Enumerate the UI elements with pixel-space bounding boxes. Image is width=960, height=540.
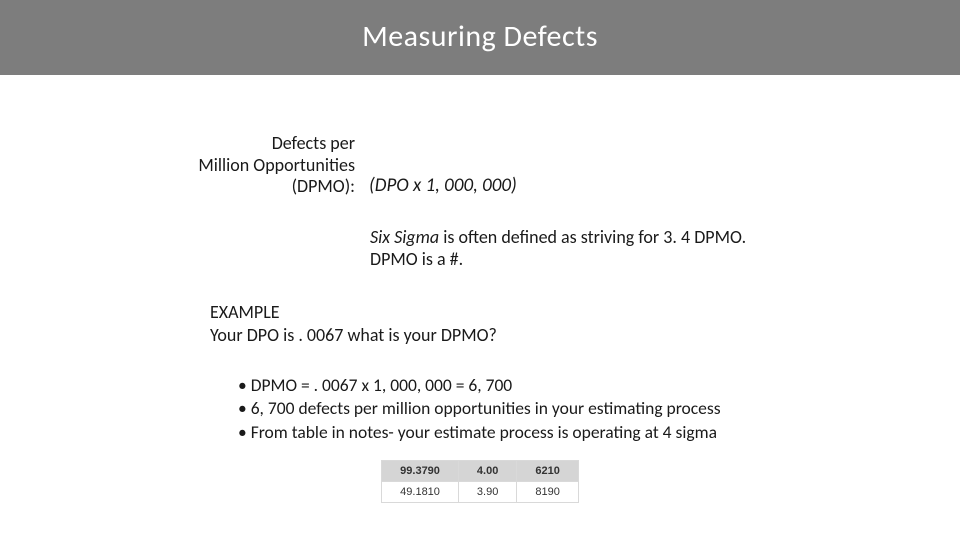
table-cell: 3.90	[458, 482, 516, 503]
example-block: EXAMPLE Your DPO is . 0067 what is your …	[210, 301, 960, 348]
table-row: 99.3790 4.00 6210	[382, 461, 579, 482]
table-cell: 8190	[517, 482, 578, 503]
desc-line2: DPMO is a #.	[370, 248, 870, 271]
definition-label: Defects per Million Opportunities (DPMO)…	[175, 133, 355, 198]
table-row: 49.1810 3.90 8190	[382, 482, 579, 503]
bullet-list: DPMO = . 0067 x 1, 000, 000 = 6, 700 6, …	[238, 374, 960, 445]
sigma-table-wrap: 99.3790 4.00 6210 49.1810 3.90 8190	[0, 444, 960, 503]
title-bar: Measuring Defects	[0, 0, 960, 75]
desc-line1: Six Sigma is often defined as striving f…	[370, 226, 870, 249]
example-question: Your DPO is . 0067 what is your DPMO?	[210, 324, 960, 347]
description-block: Six Sigma is often defined as striving f…	[370, 226, 870, 271]
sigma-table: 99.3790 4.00 6210 49.1810 3.90 8190	[381, 460, 579, 503]
def-label-line1: Defects per	[272, 132, 355, 154]
definition-row: Defects per Million Opportunities (DPMO)…	[175, 133, 960, 198]
desc-emph: Six Sigma	[370, 226, 439, 248]
desc-rest: is often defined as striving for 3. 4 DP…	[439, 226, 746, 248]
content-area: Defects per Million Opportunities (DPMO)…	[0, 75, 960, 503]
list-item: 6, 700 defects per million opportunities…	[238, 397, 960, 421]
definition-formula: (DPO x 1, 000, 000)	[369, 174, 517, 198]
list-item: DPMO = . 0067 x 1, 000, 000 = 6, 700	[238, 374, 960, 398]
table-cell: 4.00	[458, 461, 516, 482]
list-item: From table in notes- your estimate proce…	[238, 421, 960, 445]
def-label-line3: (DPMO):	[292, 175, 355, 197]
table-cell: 99.3790	[382, 461, 459, 482]
example-heading: EXAMPLE	[210, 301, 960, 324]
slide-title: Measuring Defects	[362, 18, 598, 55]
table-cell: 49.1810	[382, 482, 459, 503]
def-label-line2: Million Opportunities	[198, 154, 355, 176]
table-cell: 6210	[517, 461, 578, 482]
